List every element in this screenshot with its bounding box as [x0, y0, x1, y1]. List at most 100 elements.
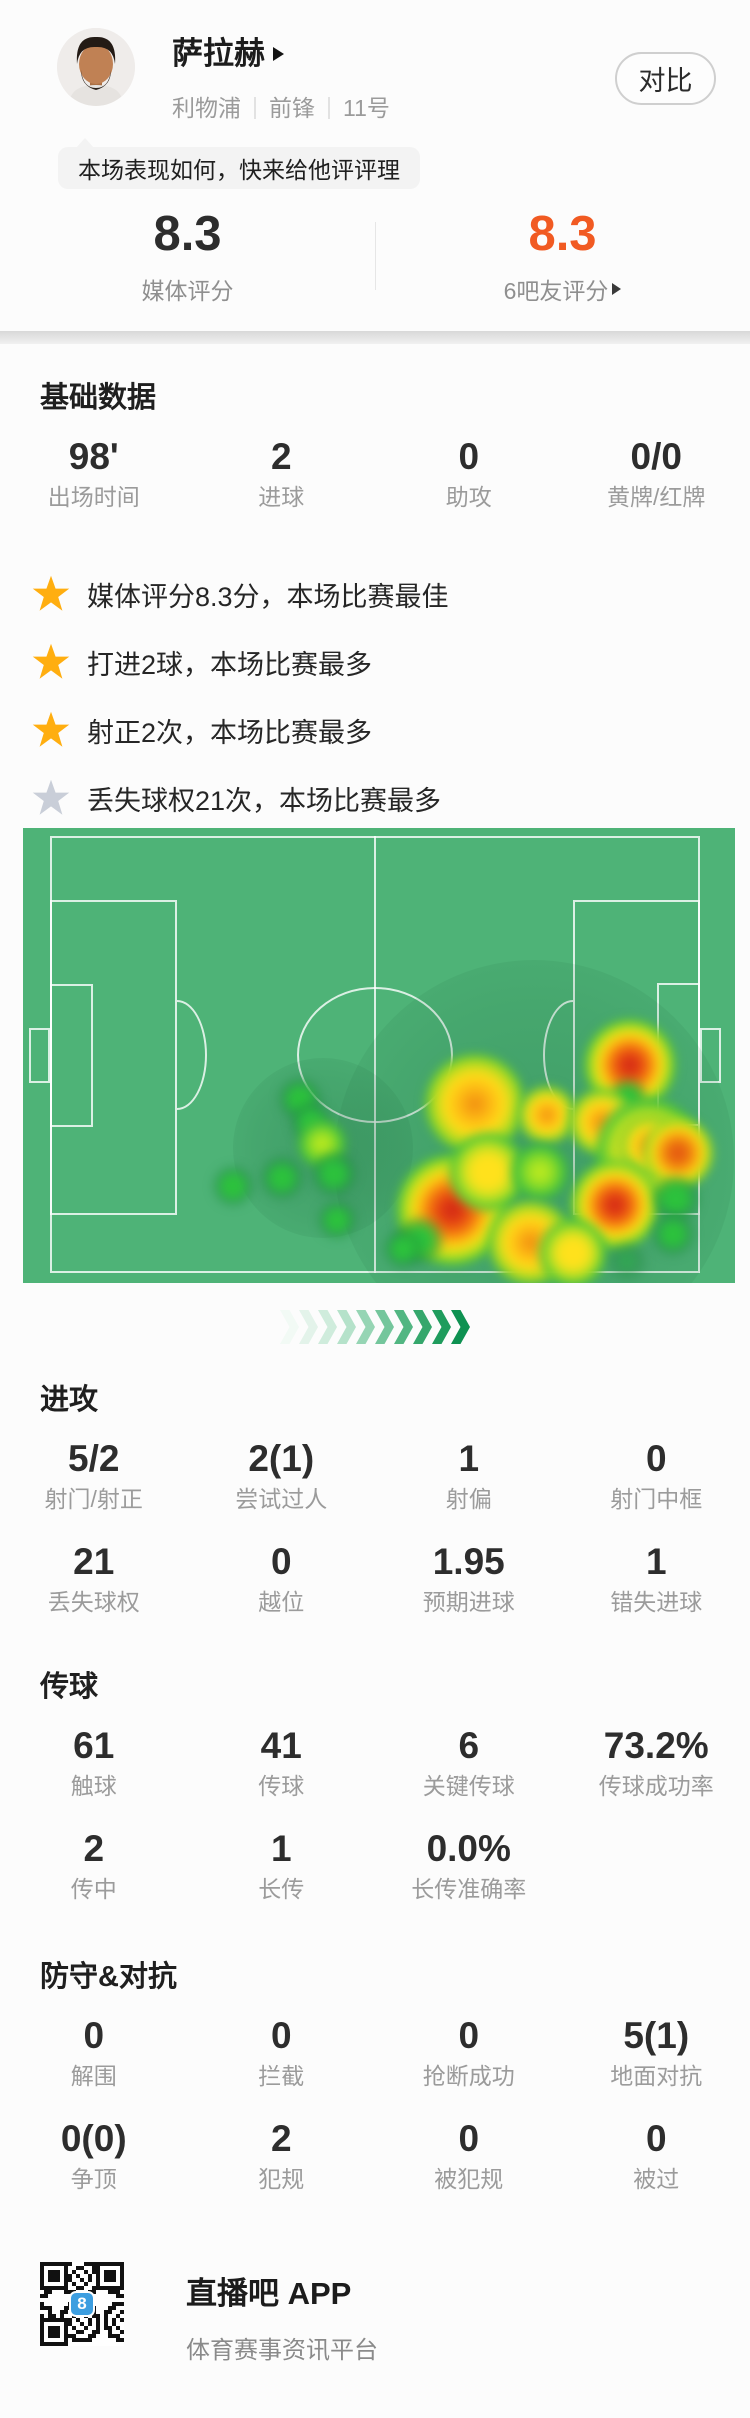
stat-cell: 2(1) 尝试过人	[188, 1439, 376, 1513]
heat-blob	[518, 1086, 576, 1144]
gold-star-icon	[32, 575, 70, 611]
stat-label: 尝试过人	[235, 1486, 328, 1512]
stat-label: 进球	[258, 484, 305, 510]
section-attack-stats: 进攻 5/2 射门/射正 2(1) 尝试过人 1 射偏 0 射门中框 21 丢失球权 0 越位 1.95 预…	[0, 1383, 750, 1615]
stat-row: 5/2 射门/射正 2(1) 尝试过人 1 射偏 0 射门中框	[0, 1438, 750, 1513]
player-position: 前锋	[269, 95, 315, 121]
stat-label: 争顶	[70, 2166, 117, 2192]
heat-blob	[511, 1143, 569, 1201]
stat-cell: 21 丢失球权	[0, 1542, 188, 1616]
stat-cell: 1 射偏	[375, 1438, 563, 1513]
goal-area-left	[50, 984, 93, 1127]
shirt-number: 11号	[343, 95, 390, 121]
stat-value: 2	[270, 2118, 292, 2159]
stat-cell: 1 错失进球	[563, 1542, 750, 1616]
stat-label: 错失进球	[610, 1589, 703, 1615]
stat-label: 越位	[258, 1589, 305, 1615]
stat-value: 0	[645, 1438, 667, 1479]
stat-value: 1.95	[432, 1541, 505, 1582]
goal-right	[700, 1028, 721, 1083]
player-name[interactable]: 萨拉赫	[172, 34, 284, 74]
stat-label: 预期进球	[422, 1589, 515, 1615]
stat-value: 5(1)	[623, 2015, 690, 2056]
stat-cell: 1 长传	[188, 1828, 376, 1903]
bubble-tail	[76, 138, 94, 148]
chevron-right-icon	[413, 1310, 432, 1344]
divider	[375, 222, 376, 290]
heat-blob	[213, 1166, 253, 1206]
fan-rating-label: 6吧友评分	[375, 272, 750, 306]
section-defense-stats: 防守&对抗 0 解围 0 拦截 0 抢断成功 5(1) 地面对抗 0(0) 争顶 2 犯规 0 被犯规 0 被过	[0, 1960, 750, 2192]
stat-value: 61	[73, 1725, 115, 1766]
stat-row: 0 解围 0 拦截 0 抢断成功 5(1) 地面对抗	[0, 2015, 750, 2090]
stat-cell: 98' 出场时间	[0, 436, 188, 511]
compare-button[interactable]: 对比	[615, 52, 716, 105]
stat-value: 0(0)	[60, 2118, 127, 2159]
stat-cell: 0 助攻	[375, 437, 563, 511]
stat-row: 21 丢失球权 0 越位 1.95 预期进球 1 错失进球	[0, 1541, 750, 1616]
rate-prompt-text: 本场表现如何，快来给他评评理	[78, 157, 400, 183]
chevron-right-icon	[299, 1310, 318, 1344]
stat-cell: 61 触球	[0, 1725, 188, 1800]
stat-row: 98' 出场时间 2 进球 0 助攻 0/0 黄牌/红牌	[0, 436, 750, 511]
stat-row: 2 传中 1 长传 0.0% 长传准确率	[0, 1828, 750, 1903]
section-separator	[0, 331, 750, 344]
stat-cell: 73.2% 传球成功率	[563, 1726, 750, 1800]
highlight-text: 媒体评分8.3分，本场比赛最佳	[87, 581, 449, 612]
stat-label: 射门中框	[610, 1486, 703, 1512]
heat-blob	[318, 1201, 356, 1239]
stat-cell: 2 犯规	[188, 2118, 376, 2193]
stat-label: 传球成功率	[598, 1773, 714, 1799]
stat-value: 5/2	[68, 1438, 120, 1479]
gray-star-icon	[32, 779, 70, 815]
avatar	[57, 28, 135, 106]
stat-value: 0	[645, 2118, 667, 2159]
highlight-row: 媒体评分8.3分，本场比赛最佳	[0, 560, 750, 628]
highlights-list: 媒体评分8.3分，本场比赛最佳 打进2球，本场比赛最多 射正2次，本场比赛最多 丢失球…	[0, 560, 750, 832]
stat-label: 出场时间	[47, 484, 140, 510]
stat-label: 抢断成功	[422, 2063, 515, 2089]
stat-cell: 41 传球	[188, 1726, 376, 1800]
stat-value: 2	[83, 1828, 105, 1869]
section-basic-stats: 基础数据 98' 出场时间 2 进球 0 助攻 0/0 黄牌/红牌	[0, 381, 750, 510]
pitch-heatmap	[23, 828, 735, 1283]
stat-value: 1	[270, 1828, 292, 1869]
highlight-row: 丢失球权21次，本场比赛最多	[0, 764, 750, 832]
stat-label: 传球	[258, 1773, 305, 1799]
stat-label: 射偏	[445, 1486, 492, 1512]
highlight-text: 丢失球权21次，本场比赛最多	[87, 785, 442, 816]
stat-value: 98'	[68, 436, 119, 477]
stat-value: 1	[458, 1438, 480, 1479]
chevron-right-icon	[432, 1310, 451, 1344]
stat-cell: 0 被犯规	[375, 2118, 563, 2193]
stat-cell: 2 进球	[188, 437, 376, 511]
chevron-right-icon	[375, 1310, 394, 1344]
stat-label: 丢失球权	[47, 1589, 140, 1615]
divider	[254, 97, 256, 119]
stat-cell: 2 传中	[0, 1828, 188, 1903]
stat-value: 0	[270, 2015, 292, 2056]
stat-cell: 0(0) 争顶	[0, 2118, 188, 2193]
stat-label: 传中	[70, 1876, 117, 1902]
stat-value: 0	[458, 2118, 480, 2159]
fan-rating[interactable]: 8.3 6吧友评分	[375, 208, 750, 306]
stat-label: 地面对抗	[610, 2063, 703, 2089]
stat-label: 被过	[633, 2166, 680, 2192]
stat-label: 解围	[70, 2063, 117, 2089]
rate-prompt-bubble[interactable]: 本场表现如何，快来给他评评理	[58, 147, 420, 189]
stat-label: 助攻	[445, 484, 492, 510]
stat-value: 0/0	[630, 436, 682, 477]
stat-value: 0	[458, 2015, 480, 2056]
media-rating-value: 8.3	[153, 207, 222, 261]
section-title: 进攻	[40, 1384, 99, 1416]
highlight-text: 射正2次，本场比赛最多	[87, 717, 373, 748]
fan-rating-arrow-icon	[612, 283, 622, 295]
divider	[328, 97, 330, 119]
heat-blob	[261, 1157, 303, 1199]
qr-code: 8	[40, 2262, 124, 2346]
attack-direction-chevrons-icon	[0, 1310, 750, 1344]
stat-cell: 5(1) 地面对抗	[563, 2015, 750, 2090]
highlight-row: 射正2次，本场比赛最多	[0, 696, 750, 764]
stat-cell: 1.95 预期进球	[375, 1541, 563, 1616]
